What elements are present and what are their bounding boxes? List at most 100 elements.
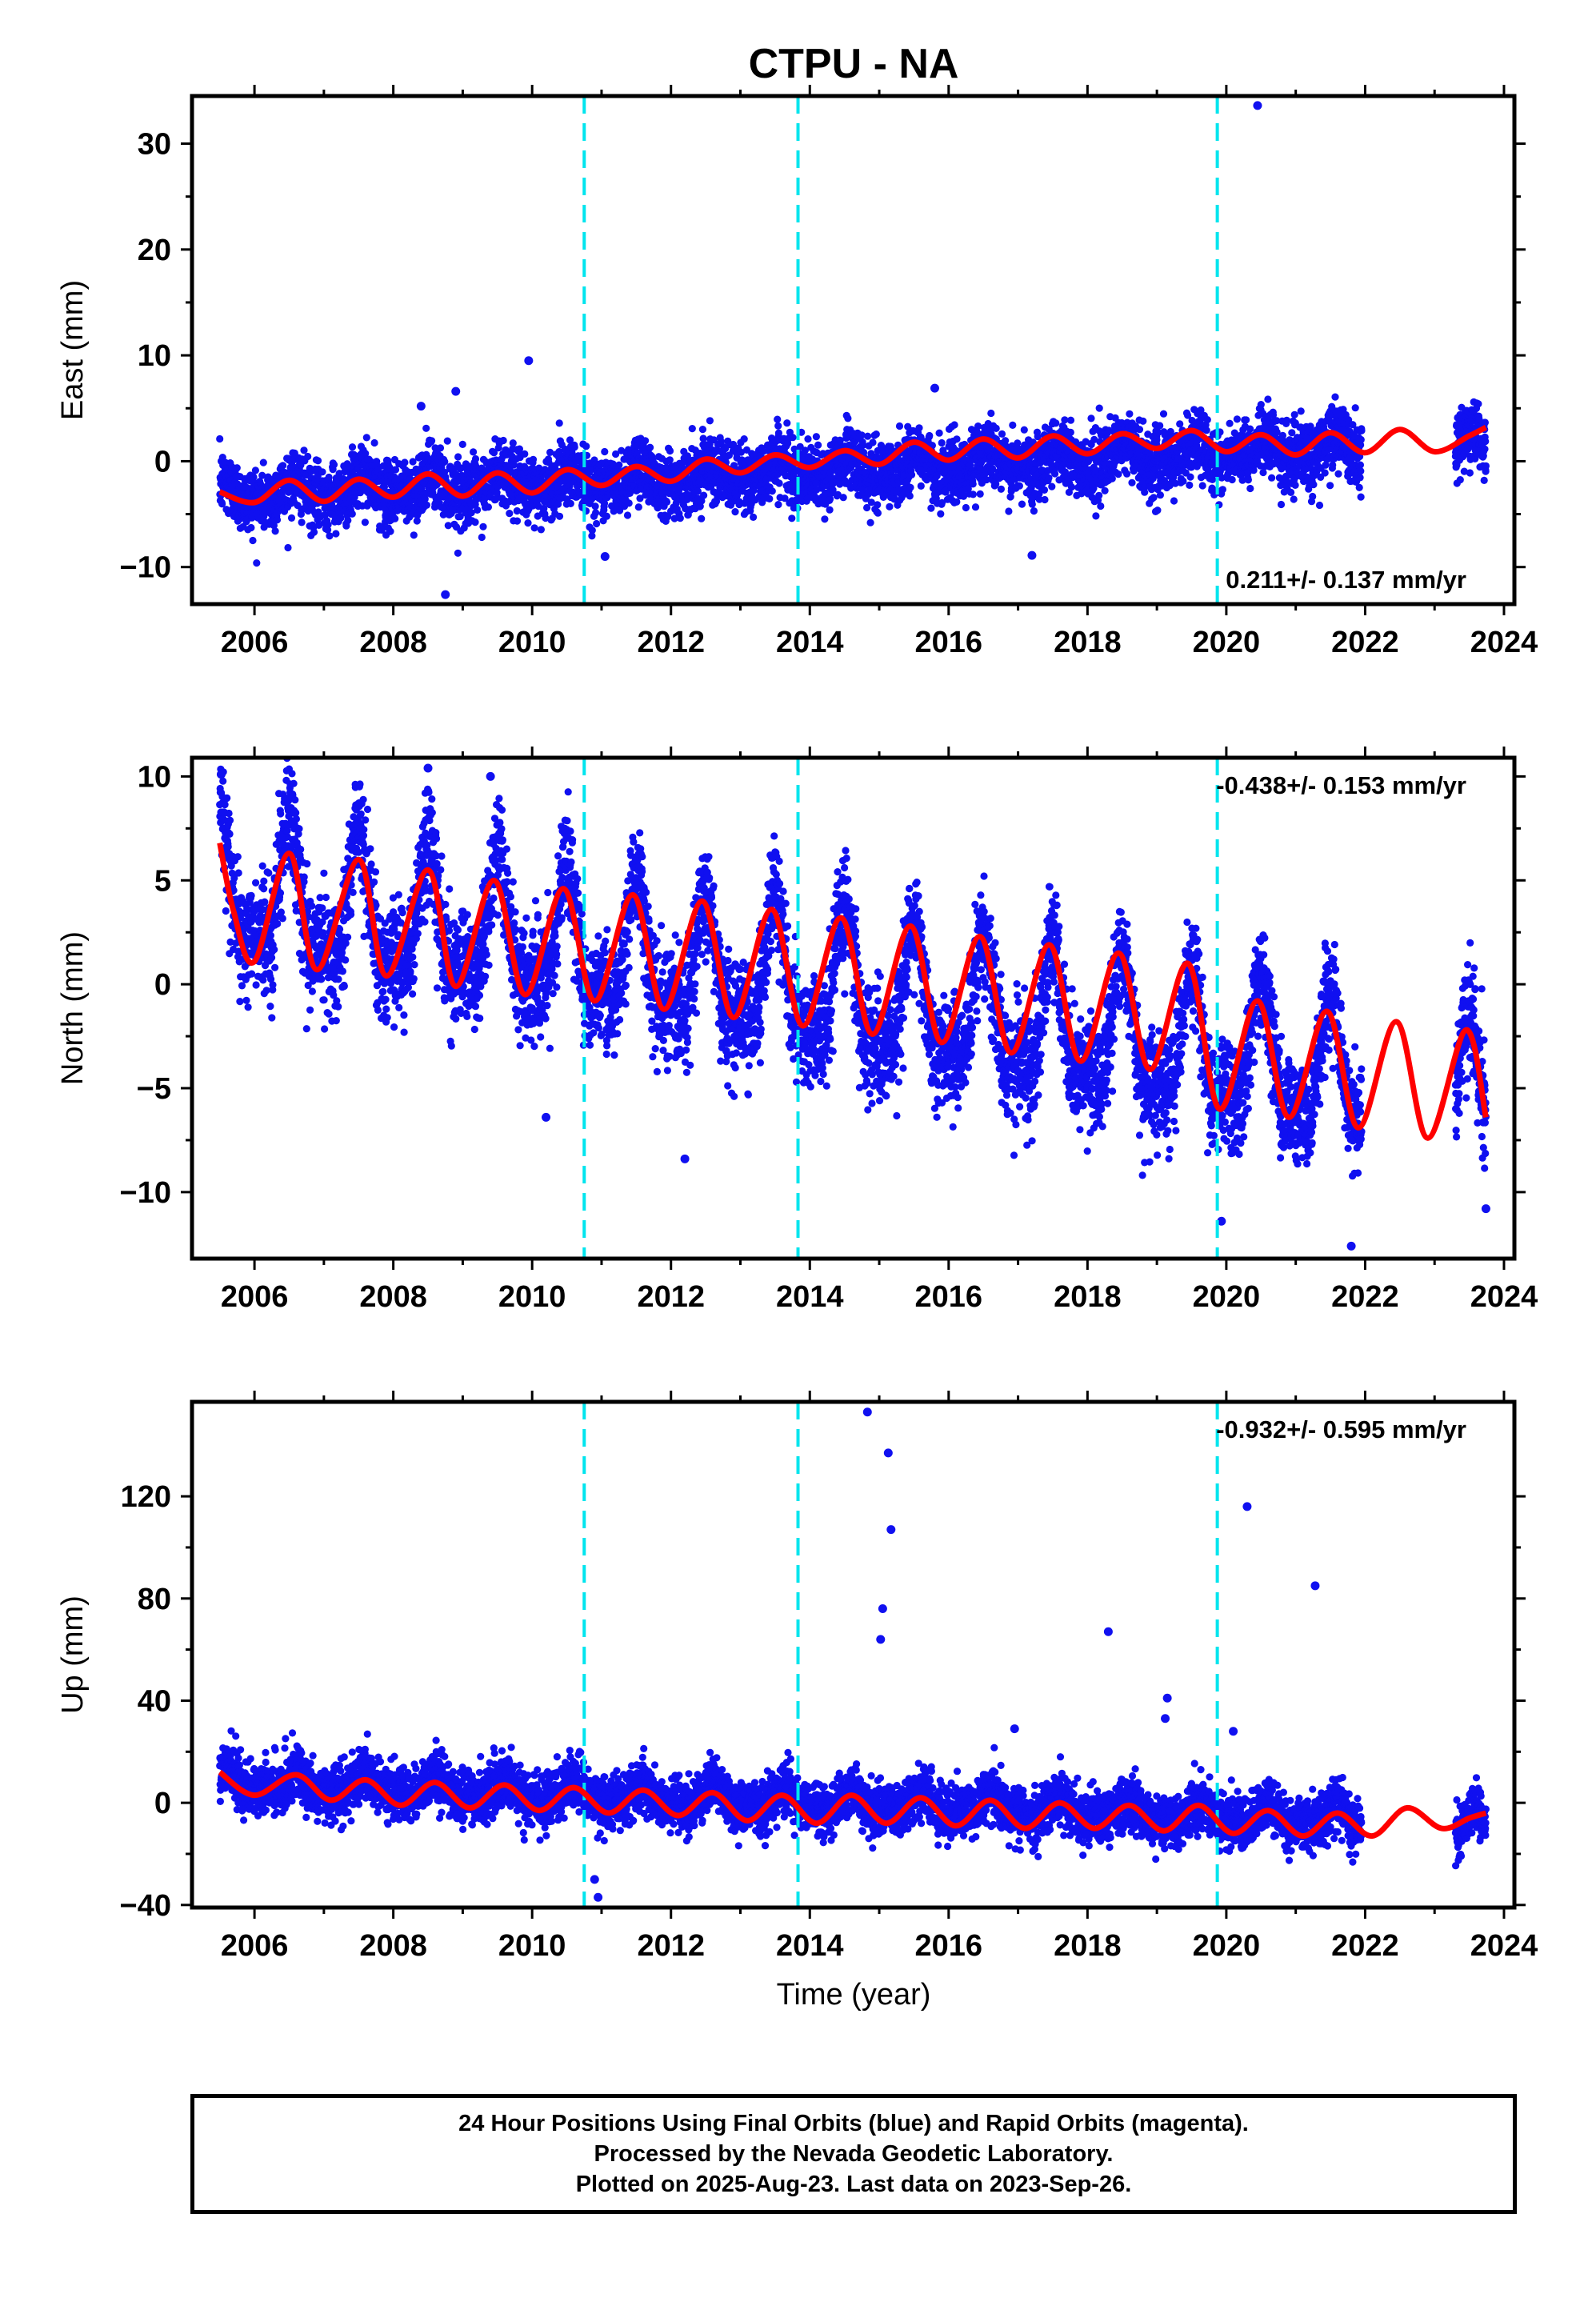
east-data-point [1015,482,1023,490]
east-data-point [906,483,914,491]
east-data-point [250,473,258,481]
east-data-point [409,458,417,466]
east-data-point [592,509,600,517]
east-data-point [612,450,620,458]
east-data-point [422,501,431,509]
east-data-point [1153,436,1161,444]
east-data-point [950,421,958,429]
east-data-point [362,434,370,442]
east-data-point [471,454,480,463]
east-data-point [457,464,465,472]
east-data-point [513,506,521,515]
east-data-point [300,446,308,454]
east-data-point [566,436,574,444]
east-data-point [428,437,436,445]
east-data-point [324,521,332,529]
east-data-point [781,494,789,502]
east-data-point [253,559,261,567]
east-data-point [867,498,875,506]
east-data-point [737,448,746,456]
east-data-point [337,514,345,522]
east-data-point [586,466,595,474]
east-data-point [1159,410,1168,418]
east-data-point [750,513,758,522]
east-data-point [601,447,609,456]
east-data-point [582,442,590,450]
east-data-point [783,419,791,427]
east-data-point [1114,470,1122,478]
east-data-point [801,446,810,454]
east-data-point [530,524,538,532]
east-data-point [998,430,1006,438]
east-data-point [666,456,674,464]
east-data-point [251,466,259,474]
east-data-point [953,435,961,443]
east-data-point [734,491,742,499]
east-data-point [1045,474,1053,482]
east-data-point [1128,478,1136,486]
east-data-point [722,445,730,453]
east-data-point [391,514,399,522]
east-data-point [259,458,267,466]
east-data-point [422,424,430,432]
east-data-point [625,499,633,507]
east-data-point [789,434,797,442]
east-data-point [509,439,517,447]
east-data-point [600,499,609,507]
east-data-point [270,522,278,530]
east-data-point [570,443,578,451]
east-data-point [694,487,702,495]
east-data-point [790,445,798,453]
east-data-point [588,526,596,534]
east-data-point [731,508,739,516]
east-data-point [672,499,680,507]
east-data-point [836,437,844,445]
east-data-point [510,461,518,469]
east-data-point [926,431,934,440]
east-data-point [969,490,977,498]
east-data-point [938,438,946,447]
figure-title: CTPU - NA [749,41,959,87]
east-data-point [1097,502,1105,510]
east-data-point [886,502,894,510]
east-data-point [906,492,914,500]
east-data-point [471,518,479,526]
east-data-point [524,519,532,527]
east-data-point [401,458,409,466]
east-data-point [917,482,925,490]
east-data-point [593,519,601,528]
east-data-point [834,490,842,498]
east-data-point [974,422,982,430]
east-data-point [826,495,834,503]
east-data-point [1156,422,1164,430]
east-data-point [775,479,783,487]
east-data-point [566,499,574,508]
east-data-point [812,433,820,441]
east-data-point [937,510,945,518]
east-data-point [927,504,935,512]
east-data-point [666,446,674,455]
east-data-point [298,518,306,526]
east-data-point [467,509,475,517]
east-data-point [774,422,782,430]
east-data-point [634,503,642,511]
east-data-point [698,497,706,505]
east-data-point [431,444,439,452]
east-data-point [872,430,880,438]
east-data-point [490,449,498,457]
east-data-point [484,503,493,511]
east-data-point [1018,500,1026,508]
east-data-point [623,511,632,519]
east-data-point [361,518,369,526]
east-data-point [521,450,529,458]
panels: 2006 2008 2010 2012 2014 2016 2018 2020 2022 2024… [56,85,1538,1963]
east-data-point [829,486,837,494]
east-data-point [413,517,421,525]
east-data-point [864,432,872,440]
east-data-point [1020,426,1028,434]
east-data-point [971,503,980,511]
east-data-point [1009,421,1017,430]
east-data-point [1005,507,1013,515]
east-data-point [700,491,708,499]
